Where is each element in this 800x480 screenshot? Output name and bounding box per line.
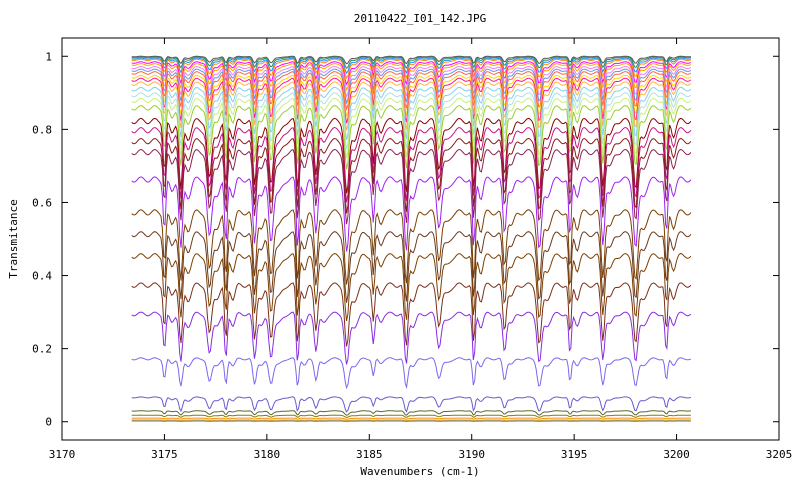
spectrum-series-line [131,176,692,252]
y-tick-label: 0.4 [32,270,52,283]
x-tick-label: 3190 [458,448,485,461]
spectrum-series-line [131,253,692,322]
spectrum-series-line [131,58,692,79]
plot-frame [61,37,780,441]
spectrum-series-line [131,282,692,347]
y-tick-label: 0.8 [32,123,52,136]
spectrum-series-line [131,419,691,422]
x-tick-label: 3200 [663,448,690,461]
spectrum-series-line [131,357,692,390]
x-tick-label: 3205 [766,448,793,461]
series-layer [131,55,692,422]
spectrum-series-line [131,63,692,92]
x-axis-label: Wavenumbers (cm-1) [360,465,479,478]
spectrum-series-line [131,209,692,285]
y-axis-label: Transmitance [7,199,20,278]
y-tick-label: 0.6 [32,196,52,209]
spectrum-series-line [131,417,691,420]
x-tick-label: 3170 [49,448,76,461]
spectrum-series-line [131,105,692,170]
spectrum-series-line [131,57,692,75]
x-tick-label: 3195 [561,448,588,461]
y-tick-label: 0.2 [32,343,52,356]
y-tick-label: 0 [45,416,52,429]
ticks-layer: 3170 3175 3180 3185 3190 3195 3200 3205 0 0.2 0.4 0… [32,38,792,461]
x-tick-label: 3175 [151,448,178,461]
y-tick-label: 1 [45,50,52,63]
spectrum-series-line [131,396,692,413]
chart-title: 20110422_I01_142.JPG [354,12,486,25]
spectrum-series-line [131,231,692,303]
x-tick-label: 3180 [254,448,281,461]
spectrum-series-line [131,148,692,225]
spectrum-series-line [131,56,691,69]
x-tick-label: 3185 [356,448,383,461]
spectrum-series-line [131,55,691,65]
spectrum-series-line [131,311,692,365]
spectrum-series-line [131,410,691,416]
spectrum-series-line [131,414,691,418]
spectrum-series-line [131,137,692,214]
